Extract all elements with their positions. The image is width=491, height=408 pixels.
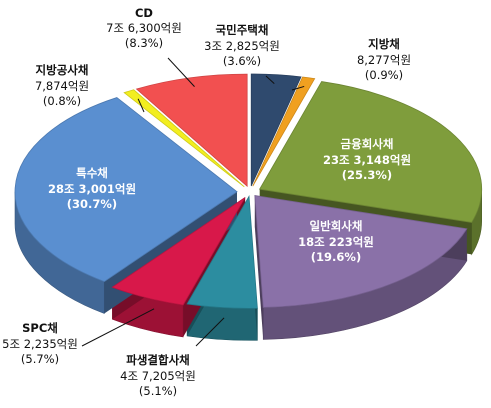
slice-amount: 7조 6,300억원	[106, 21, 182, 35]
slice-name: 국민주택채	[215, 23, 269, 37]
slice-percent: (0.8%)	[42, 94, 82, 108]
slice-name: 파생결합사채	[126, 353, 190, 367]
slice-label: 금융회사채 23조 3,148억원 (25.3%)	[323, 136, 411, 182]
slice-label: 파생결합사채 4조 7,205억원 (5.1%)	[120, 352, 196, 398]
slice-amount: 7,874억원	[34, 79, 90, 93]
slice-name: 금융회사채	[340, 137, 394, 151]
leader-line-7	[137, 98, 145, 113]
slice-label: 국민주택채 3조 2,825억원 (3.6%)	[204, 22, 280, 68]
slice-percent: (0.9%)	[364, 68, 404, 82]
slice-name: 특수채	[76, 166, 108, 180]
slice-amount: 8,277억원	[356, 53, 412, 67]
slice-label: 특수채 28조 3,001억원 (30.7%)	[48, 165, 136, 211]
leader-line-0	[265, 75, 275, 84]
slice-5	[111, 197, 246, 306]
slice-3	[254, 195, 468, 308]
leader-line-5	[81, 308, 155, 347]
slice-7	[123, 89, 245, 188]
slice-amount: 5조 2,235억원	[2, 337, 78, 351]
slice-amount: 4조 7,205억원	[120, 369, 196, 383]
leader-line-8	[167, 57, 195, 87]
slice-8	[135, 73, 248, 188]
slice-label: 지방채 8,277억원 (0.9%)	[357, 36, 411, 82]
slice-name: SPC채	[22, 321, 58, 335]
slice-name: 지방채	[368, 37, 400, 51]
slice-percent: (19.6%)	[310, 250, 362, 264]
leader-line-4	[195, 317, 225, 347]
slice-percent: (30.7%)	[66, 197, 118, 211]
slice-percent: (25.3%)	[341, 168, 393, 182]
slice-0	[250, 73, 302, 187]
slice-label: 일반회사채 18조 223억원 (19.6%)	[298, 218, 374, 264]
slice-amount: 3조 2,825억원	[204, 39, 280, 53]
slice-2	[259, 81, 483, 223]
leader-line-1	[291, 85, 305, 91]
slice-wall-3-1	[254, 195, 264, 340]
slice-label: SPC채 5조 2,235억원 (5.7%)	[2, 320, 78, 366]
slice-name: CD	[134, 6, 153, 20]
slice-percent: (8.3%)	[124, 36, 164, 50]
slice-1	[252, 76, 316, 187]
slice-name: 지방공사채	[35, 63, 89, 77]
slice-percent: (3.6%)	[222, 54, 262, 68]
slice-amount: 23조 3,148억원	[322, 153, 412, 167]
slice-4	[186, 195, 258, 309]
slice-percent: (5.1%)	[138, 384, 178, 398]
slice-label: CD 7조 6,300억원 (8.3%)	[106, 6, 182, 50]
slice-6	[14, 97, 238, 282]
slice-percent: (5.7%)	[20, 352, 60, 366]
slice-name: 일반회사채	[309, 219, 363, 233]
slice-amount: 18조 223억원	[298, 235, 374, 249]
slice-amount: 28조 3,001억원	[47, 182, 137, 196]
slice-label: 지방공사채 7,874억원 (0.8%)	[35, 62, 89, 108]
